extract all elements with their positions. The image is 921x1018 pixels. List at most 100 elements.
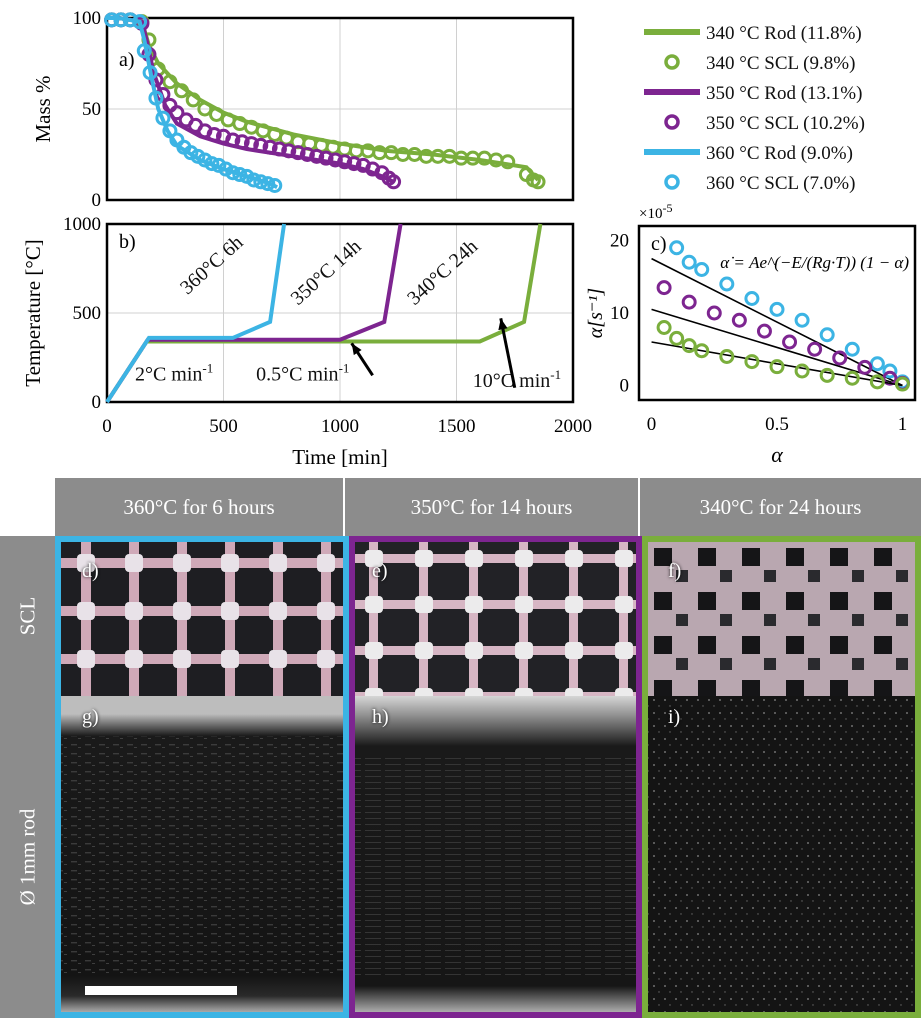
data-point — [148, 90, 164, 106]
panel-label-d: d) — [82, 560, 99, 582]
y-tick-label: 50 — [82, 99, 101, 120]
equation: α̇ = Ae^(−E/(Rg·T)) (1 − α) — [720, 253, 909, 272]
data-point — [386, 174, 402, 190]
y-axis-label: α̇[s⁻¹] — [585, 288, 607, 338]
plot-c-rate: 0 10 20 0 0.5 1 α ×10-5 α̇[s⁻¹] c) α̇ = Ae^(−E/(Rg… — [585, 201, 917, 467]
data-point — [346, 156, 362, 172]
data-point — [656, 280, 672, 296]
data-point — [500, 154, 516, 170]
y-tick-label: 10 — [610, 303, 629, 324]
column-header-350: 350°C for 14 hours — [345, 478, 638, 536]
data-point — [844, 370, 860, 386]
axes-frame — [105, 222, 575, 404]
data-point — [337, 154, 353, 170]
y-tick-label: 20 — [610, 231, 629, 252]
arrow-head — [498, 318, 508, 331]
data-point — [782, 334, 798, 350]
legend-entry: 350 °C Rod (13.1%) — [706, 83, 862, 104]
data-point — [197, 101, 213, 117]
frame-350 — [349, 536, 642, 1018]
legend-entry: 340 °C SCL (9.8%) — [706, 53, 855, 74]
data-point — [669, 240, 685, 256]
y-axis-label: Temperature [°C] — [21, 239, 45, 386]
y-tick-label: 0 — [92, 392, 102, 413]
panel-label-c: c) — [651, 233, 667, 255]
data-point — [246, 172, 262, 188]
data-point — [731, 312, 747, 328]
scale-bar — [85, 986, 237, 995]
panel-label-g: g) — [82, 706, 99, 728]
legend-circle-mark — [664, 114, 680, 130]
data-point — [656, 320, 672, 335]
x-tick-label: 0 — [102, 416, 112, 437]
data-point — [132, 14, 148, 30]
data-point — [162, 74, 178, 90]
data-point — [706, 305, 722, 321]
data-point — [122, 12, 138, 28]
data-point — [225, 165, 241, 181]
data-point — [681, 254, 697, 270]
data-point — [253, 137, 269, 153]
annotation: 340°C 24h — [403, 235, 482, 309]
data-point — [894, 376, 910, 392]
data-point — [869, 374, 885, 390]
micrograph-rod-340 — [640, 696, 921, 1018]
data-point — [530, 174, 546, 190]
data-point — [669, 330, 685, 346]
data-point — [136, 43, 152, 59]
axes-frame — [637, 224, 917, 402]
legend: 340 °C Rod (11.8%) 340 °C SCL (9.8%) 350 °… — [644, 23, 865, 194]
data-point — [155, 110, 171, 126]
data-point — [309, 148, 325, 164]
data-point — [271, 141, 287, 157]
annotation: 2°C min-1 — [135, 361, 213, 386]
data-point — [174, 83, 190, 99]
x-tick-label: 2000 — [554, 416, 592, 437]
data-point — [327, 152, 343, 168]
legend-entry: 350 °C SCL (10.2%) — [706, 113, 865, 134]
x-axis-label: α — [771, 442, 783, 467]
legend-entry: 360 °C Rod (9.0%) — [706, 143, 853, 164]
data-point — [869, 356, 885, 372]
x-tick-label: 0.5 — [765, 414, 789, 435]
data-point — [253, 174, 269, 190]
data-point — [290, 145, 306, 161]
legend-entry: 340 °C Rod (11.8%) — [706, 23, 862, 44]
micrograph-scl-350 — [345, 536, 640, 696]
axes-frame — [105, 16, 575, 202]
data-point — [267, 177, 283, 193]
x-tick-label: 1000 — [321, 416, 359, 437]
annotation: 350°C 14h — [287, 235, 366, 309]
data-point — [756, 323, 772, 339]
series-line — [107, 16, 279, 190]
data-point — [142, 65, 158, 81]
data-point — [206, 126, 222, 142]
y-axis-label: Mass % — [31, 75, 55, 142]
column-header-360: 360°C for 6 hours — [55, 478, 343, 536]
data-point — [769, 359, 785, 375]
data-point — [162, 123, 178, 139]
legend-entry: 360 °C SCL (7.0%) — [706, 173, 855, 194]
arrow-shaft — [499, 318, 517, 389]
x-tick-label: 500 — [209, 416, 238, 437]
data-point — [694, 262, 710, 277]
figure-plots: 340 °C Rod (11.8%) 340 °C SCL (9.8%) 350 °… — [21, 8, 917, 469]
legend-circle-mark — [664, 174, 680, 190]
frame-360 — [55, 536, 349, 1018]
data-point — [299, 147, 315, 162]
row-label-scl: SCL — [0, 536, 55, 696]
series-line — [105, 223, 287, 404]
fit-line — [651, 257, 903, 387]
data-point — [832, 350, 848, 366]
panel-label-b: b) — [119, 231, 136, 253]
y-tick-label: 100 — [73, 8, 102, 29]
y-tick-label: 500 — [73, 303, 102, 324]
data-point — [225, 132, 241, 148]
plot-b-temperature: 0 500 1000 0 500 1000 1500 2000 Temperature [°C]… — [21, 214, 592, 469]
data-point — [260, 176, 276, 192]
x-tick-label: 0 — [647, 414, 657, 435]
legend-circle-mark — [664, 54, 680, 70]
column-header-340: 340°C for 24 hours — [640, 478, 921, 536]
data-point — [719, 276, 735, 292]
data-point — [719, 349, 735, 364]
